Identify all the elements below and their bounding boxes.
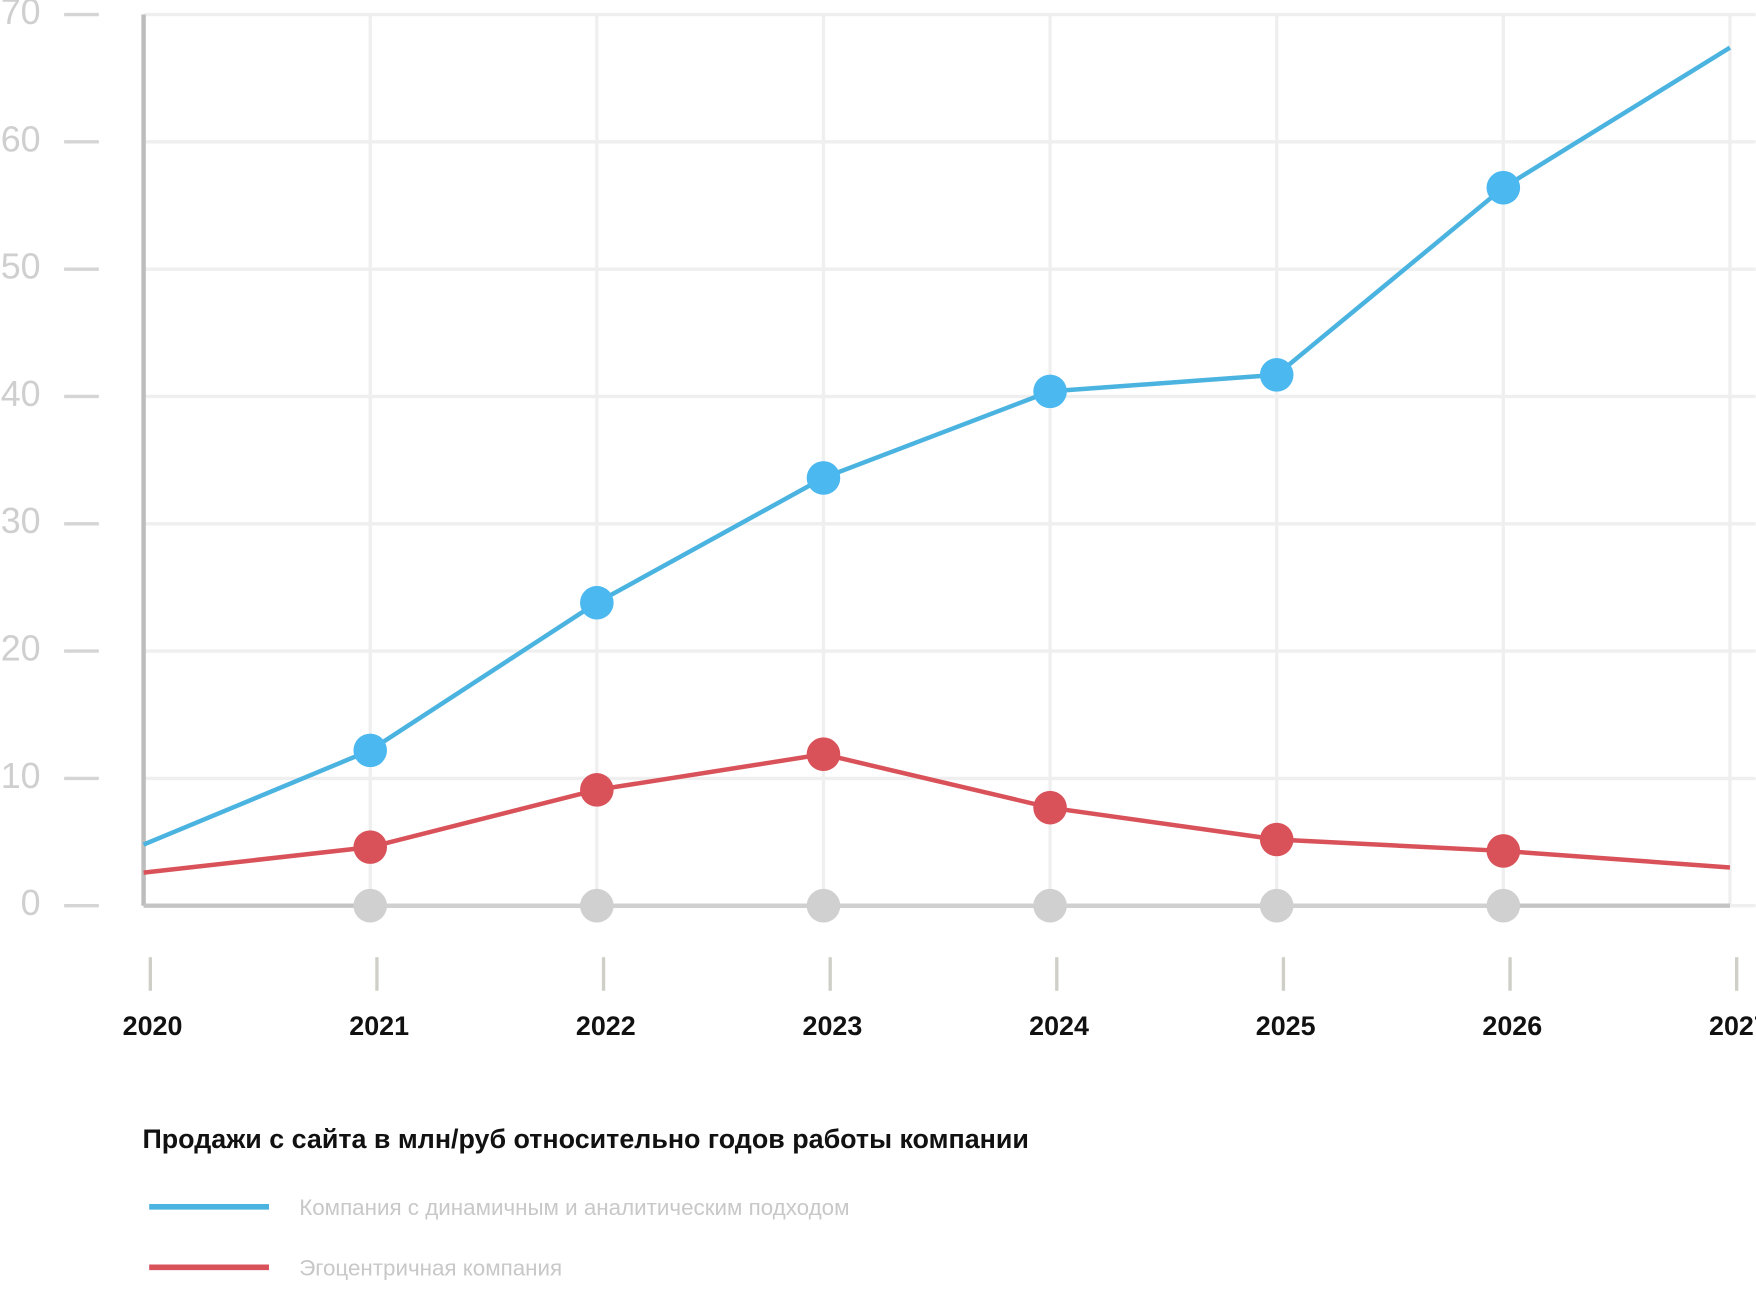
point-marker [580,773,614,807]
x-tick-label: 2022 [576,1011,636,1041]
point-marker [580,888,614,923]
point-marker [1259,358,1294,392]
point-marker [806,737,841,771]
point-marker [1033,888,1067,923]
point-marker [1486,888,1521,923]
y-tick-label: 60 [1,119,41,159]
point-marker [806,461,841,495]
y-tick-label: 30 [1,501,41,541]
chart-title: Продажи с сайта в млн/руб относительно г… [142,1124,1028,1154]
y-tick-label: 0 [21,883,41,923]
point-marker [1259,888,1294,923]
point-marker [1259,822,1294,857]
point-marker [1033,374,1067,409]
x-tick-label: 2025 [1256,1011,1316,1041]
x-tick-label: 2021 [349,1011,409,1041]
y-tick-label: 50 [1,247,41,287]
x-tick-label: 2026 [1482,1011,1542,1041]
y-tick-label: 20 [1,629,41,669]
x-tick-label: 2027 [1709,1011,1756,1041]
point-marker [1486,170,1521,205]
y-tick-label: 70 [1,0,41,32]
point-marker [580,585,614,620]
y-tick-label: 40 [1,374,41,414]
point-marker [353,888,388,923]
legend-label: Компания с динамичным и аналитическим по… [299,1195,849,1220]
legend-label: Эгоцентричная компания [299,1255,562,1280]
point-marker [806,888,841,923]
point-marker [353,830,388,864]
point-marker [353,733,388,768]
y-tick-label: 10 [1,756,41,796]
series-line [143,751,1731,875]
x-tick-label: 2024 [1029,1011,1089,1041]
point-marker [1033,790,1067,825]
x-tick-label: 2020 [123,1011,183,1041]
point-marker [1486,834,1521,868]
x-tick-label: 2023 [803,1011,863,1041]
series-line [142,45,1732,847]
